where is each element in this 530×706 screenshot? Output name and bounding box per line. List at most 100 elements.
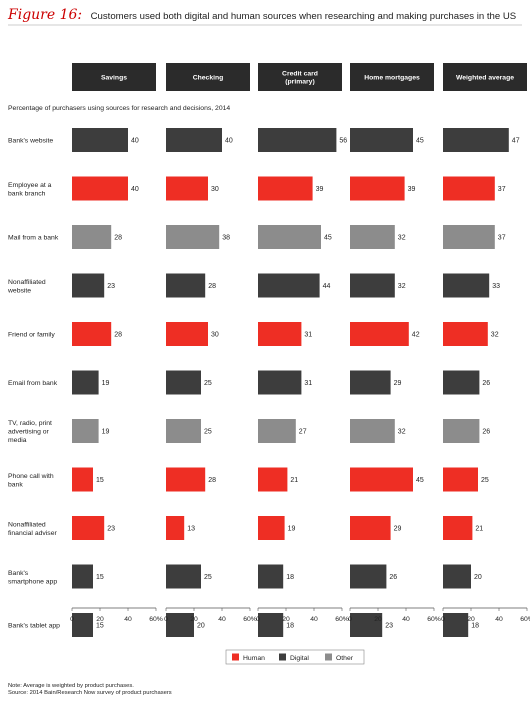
x-tick-label: 60% — [427, 616, 441, 623]
x-tick-label: 0 — [70, 616, 74, 623]
bar-checking-10 — [166, 613, 194, 637]
x-tick-label: 0 — [164, 616, 168, 623]
panel-header-label: Credit card — [282, 71, 318, 78]
title-row: Figure 16: Customers used both digital a… — [8, 6, 526, 24]
bar-savings-1 — [72, 176, 128, 201]
bar-value-label: 25 — [204, 574, 212, 581]
bar-checking-2 — [166, 225, 220, 249]
notes: Note: Average is weighted by product pur… — [8, 683, 172, 697]
bar-value-label: 45 — [416, 138, 424, 145]
panel-header-savings — [72, 63, 156, 91]
row-label-phone-call-with: Phone call with — [8, 473, 54, 480]
bar-value-label: 29 — [394, 526, 402, 533]
panel-header-checking — [166, 63, 250, 91]
panel-header-label: (primary) — [285, 79, 314, 86]
row-label-friend-or-family: Friend or family — [8, 332, 55, 339]
legend-box — [225, 649, 365, 665]
x-tick-label: 20 — [374, 616, 382, 623]
bar-value-label: 23 — [385, 623, 393, 630]
bar-weighted-average-0 — [443, 128, 509, 152]
bar-weighted-average-2 — [443, 225, 495, 249]
x-tick-label: 20 — [467, 616, 475, 623]
bar-credit-card-primary-0 — [258, 128, 337, 152]
bar-weighted-average-4 — [443, 322, 488, 346]
bar-value-label: 37 — [498, 235, 506, 242]
bar-value-label: 20 — [197, 623, 205, 630]
legend-swatch-other — [325, 653, 332, 661]
bar-value-label: 19 — [288, 526, 296, 533]
bar-value-label: 25 — [481, 477, 489, 484]
bar-home-mortgages-9 — [350, 564, 387, 589]
bar-value-label: 13 — [187, 526, 195, 533]
bar-value-label: 21 — [290, 477, 298, 484]
bar-savings-6 — [72, 419, 99, 443]
bar-value-label: 28 — [114, 235, 122, 242]
bar-value-label: 42 — [412, 332, 420, 339]
figure-label: Figure 16: — [8, 7, 83, 23]
row-label-bank-s: smartphone app — [8, 578, 57, 585]
note-text: Note: Average is weighted by product pur… — [8, 683, 134, 689]
bar-value-label: 31 — [304, 332, 312, 339]
bar-home-mortgages-3 — [350, 273, 395, 298]
bar-value-label: 19 — [102, 429, 110, 436]
bar-checking-4 — [166, 322, 208, 346]
bar-credit-card-primary-1 — [258, 176, 313, 201]
bar-home-mortgages-10 — [350, 613, 383, 637]
bar-value-label: 26 — [389, 574, 397, 581]
bar-value-label: 44 — [323, 283, 331, 290]
bar-checking-5 — [166, 370, 201, 395]
bar-checking-3 — [166, 273, 206, 298]
panel-header-label: Savings — [101, 75, 127, 82]
bar-value-label: 40 — [131, 186, 139, 193]
bar-value-label: 21 — [475, 526, 483, 533]
x-tick-label: 0 — [256, 616, 260, 623]
panel-header-weighted-average — [443, 63, 527, 91]
row-label-mail-from-a-bank: Mail from a bank — [8, 235, 59, 242]
row-label-bank-s-tablet-app: Bank's tablet app — [8, 623, 60, 630]
x-tick-label: 40 — [310, 616, 318, 623]
row-label-tv-radio-print: media — [8, 437, 27, 444]
x-tick-label: 40 — [124, 616, 132, 623]
bar-value-label: 15 — [96, 574, 104, 581]
bar-value-label: 15 — [96, 477, 104, 484]
bar-value-label: 33 — [492, 283, 500, 290]
panel-headers: Savings Checking Credit card(primary) Home … — [72, 63, 527, 91]
bar-weighted-average-10 — [443, 613, 469, 637]
bar-checking-8 — [166, 516, 185, 540]
chart-subtitle: Percentage of purchasers using sources f… — [8, 105, 230, 112]
bar-value-label: 32 — [398, 283, 406, 290]
bar-checking-1 — [166, 176, 208, 201]
bar-value-label: 32 — [491, 332, 499, 339]
x-tick-label: 40 — [218, 616, 226, 623]
bar-value-label: 18 — [286, 623, 294, 630]
bar-checking-0 — [166, 128, 222, 152]
row-label-nonaffiliated: Nonaffiliated — [8, 521, 46, 528]
bar-weighted-average-8 — [443, 516, 473, 540]
bar-value-label: 38 — [222, 235, 230, 242]
x-tick-label: 60% — [335, 616, 349, 623]
bar-value-label: 25 — [204, 380, 212, 387]
legend: Human Digital Other — [225, 649, 365, 665]
bar-value-label: 28 — [114, 332, 122, 339]
bar-value-label: 30 — [211, 332, 219, 339]
row-label-nonaffiliated: financial adviser — [8, 530, 57, 537]
x-tick-label: 60% — [520, 616, 530, 623]
panel-header-home-mortgages — [350, 63, 434, 91]
source-text: Source: 2014 Bain/Research Now survey of… — [8, 690, 172, 697]
x-tick-label: 0 — [348, 616, 352, 623]
bar-credit-card-primary-9 — [258, 564, 284, 589]
bar-weighted-average-6 — [443, 419, 480, 443]
bar-value-label: 40 — [225, 138, 233, 145]
x-tick-label: 20 — [190, 616, 198, 623]
bar-value-label: 18 — [471, 623, 479, 630]
bar-value-label: 32 — [398, 235, 406, 242]
panel-header-label: Weighted average — [456, 75, 514, 82]
panel-header-label: Checking — [193, 75, 224, 82]
row-label-bank-s: Bank's — [8, 570, 29, 577]
bar-credit-card-primary-3 — [258, 273, 320, 298]
x-tick-label: 20 — [282, 616, 290, 623]
figure-title: Customers used both digital and human so… — [90, 11, 517, 22]
bar-home-mortgages-0 — [350, 128, 413, 152]
